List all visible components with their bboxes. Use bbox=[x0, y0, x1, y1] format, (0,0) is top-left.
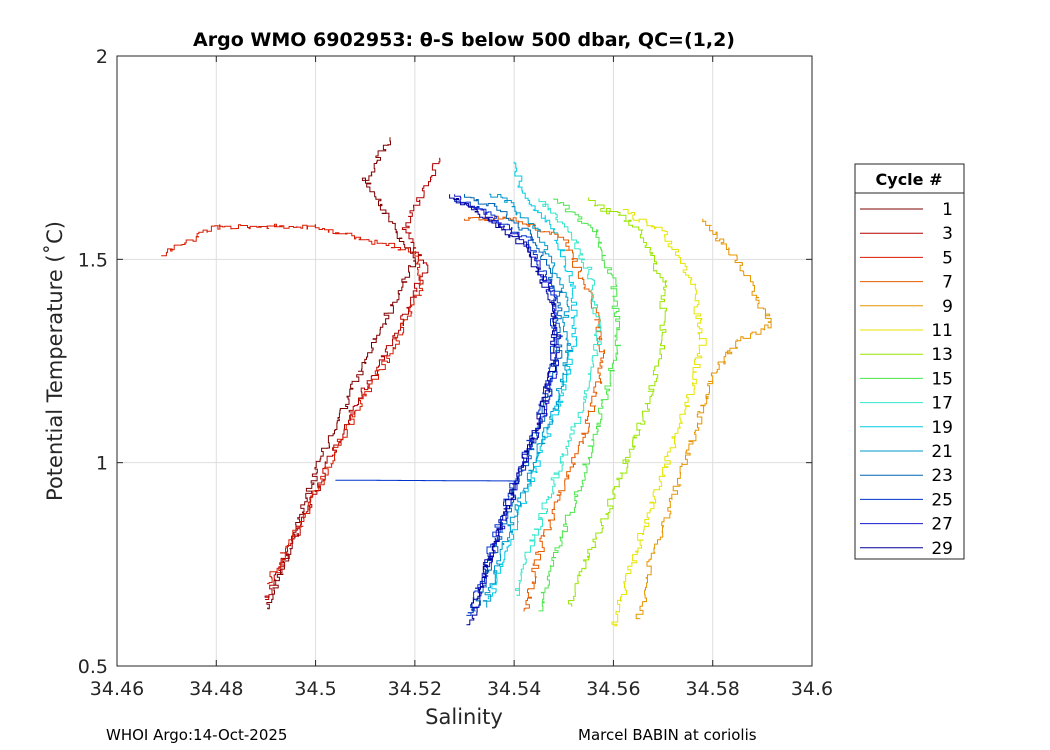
footer-right: Marcel BABIN at coriolis bbox=[578, 726, 757, 744]
series-line-cycle-21 bbox=[482, 193, 573, 608]
legend-label-cycle-25: 25 bbox=[931, 490, 953, 510]
legend-label-cycle-21: 21 bbox=[931, 442, 953, 462]
x-tick-label: 34.54 bbox=[487, 678, 541, 700]
legend-label-cycle-1: 1 bbox=[942, 200, 953, 220]
x-tick-label: 34.5 bbox=[294, 678, 336, 700]
series-line-cycle-29 bbox=[449, 194, 558, 626]
legend-label-cycle-27: 27 bbox=[931, 515, 953, 535]
footer-left: WHOI Argo:14-Oct-2025 bbox=[106, 726, 288, 744]
series-line-cycle-17 bbox=[515, 198, 602, 596]
x-tick-label: 34.48 bbox=[189, 678, 243, 700]
x-axis-label: Salinity bbox=[425, 705, 503, 729]
legend-label-cycle-23: 23 bbox=[931, 466, 953, 486]
series-lines bbox=[161, 137, 772, 627]
legend-label-cycle-3: 3 bbox=[942, 224, 953, 244]
series-line-cycle-13 bbox=[568, 197, 667, 607]
x-tick-label: 34.56 bbox=[586, 678, 640, 700]
legend-label-cycle-19: 19 bbox=[931, 418, 953, 438]
legend-title: Cycle # bbox=[876, 170, 943, 189]
x-tick-label: 34.6 bbox=[791, 678, 833, 700]
plot-area bbox=[117, 56, 812, 666]
y-axis-label: Potential Temperature (˚C) bbox=[43, 221, 67, 501]
y-tick-label: 0.5 bbox=[78, 656, 108, 678]
series-line-cycle-7 bbox=[464, 215, 605, 612]
legend-label-cycle-13: 13 bbox=[931, 345, 953, 365]
series-line-cycle-3 bbox=[264, 157, 441, 600]
legend-label-cycle-9: 9 bbox=[942, 297, 953, 317]
legend-label-cycle-7: 7 bbox=[942, 273, 953, 293]
legend-box bbox=[854, 163, 965, 560]
x-tick-label: 34.52 bbox=[388, 678, 442, 700]
legend-label-cycle-15: 15 bbox=[931, 369, 953, 389]
plot-frame bbox=[116, 55, 813, 667]
x-tick-label: 34.46 bbox=[90, 678, 144, 700]
legend-label-cycle-5: 5 bbox=[942, 248, 953, 268]
y-tick-label: 2 bbox=[96, 46, 108, 68]
series-line-cycle-19 bbox=[487, 161, 578, 600]
axis-ticks: 34.46 34.48 34.5 34.52 34.54 34.56 34.58 34.6 0.… bbox=[78, 46, 833, 700]
series-line-cycle-9 bbox=[635, 218, 772, 620]
legend-label-cycle-17: 17 bbox=[931, 394, 953, 414]
y-tick-label: 1.5 bbox=[78, 249, 108, 271]
series-line-cycle-1 bbox=[266, 137, 417, 610]
legend-label-cycle-29: 29 bbox=[931, 539, 953, 559]
series-line-cycle-5 bbox=[161, 223, 424, 585]
series-line-cycle-15 bbox=[538, 198, 621, 612]
legend-label-cycle-11: 11 bbox=[931, 321, 953, 341]
series-line-cycle-11 bbox=[611, 209, 707, 627]
chart-title: Argo WMO 6902953: θ-S below 500 dbar, QC… bbox=[193, 29, 735, 51]
x-tick-label: 34.58 bbox=[686, 678, 740, 700]
y-tick-label: 1 bbox=[96, 453, 108, 475]
